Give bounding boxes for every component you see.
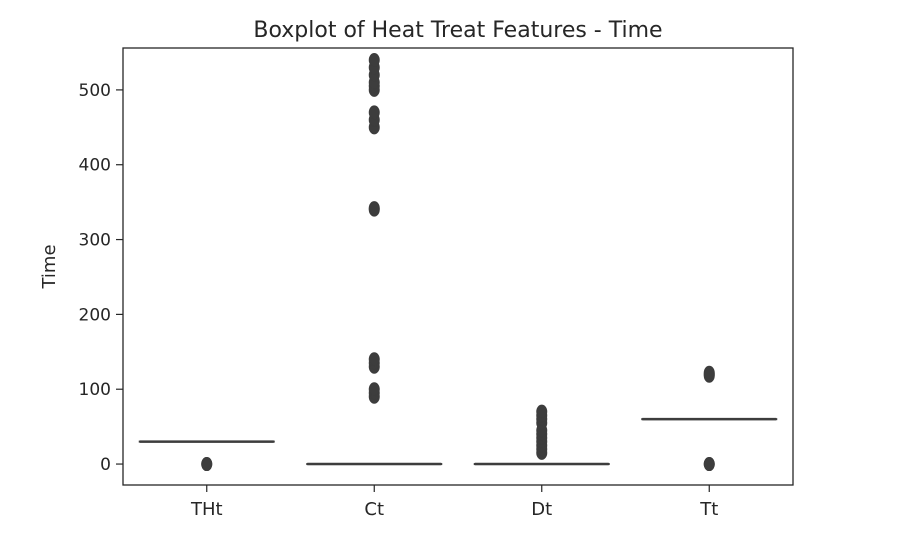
chart-title: Boxplot of Heat Treat Features - Time xyxy=(253,18,662,43)
x-axis: THt Ct Dt Tt xyxy=(190,485,718,520)
box-tht xyxy=(140,442,274,471)
box-ct xyxy=(307,53,441,464)
outlier-point xyxy=(369,106,379,119)
y-tick-label: 200 xyxy=(79,305,111,325)
x-tick-label-tt: Tt xyxy=(699,499,718,520)
outlier-point xyxy=(704,366,714,379)
x-tick-label-tht: THt xyxy=(190,499,223,520)
outlier-point xyxy=(537,405,547,418)
y-tick-label: 100 xyxy=(79,380,111,400)
outlier-point xyxy=(369,383,379,396)
outlier-point xyxy=(704,458,714,471)
y-axis-label: Time xyxy=(39,244,60,289)
outlier-point xyxy=(369,202,379,215)
x-tick-label-ct: Ct xyxy=(364,499,384,520)
x-tick-label-dt: Dt xyxy=(531,499,552,520)
chart-marks xyxy=(140,53,777,470)
y-tick-label: 400 xyxy=(79,156,111,176)
y-tick-label: 0 xyxy=(100,455,111,475)
outlier-point xyxy=(369,353,379,366)
box-dt xyxy=(475,405,609,464)
y-axis: 0 100 200 300 400 500 xyxy=(79,81,123,475)
y-tick-label: 500 xyxy=(79,81,111,101)
outlier-point xyxy=(202,458,212,471)
outlier-point xyxy=(369,53,379,66)
box-tt xyxy=(642,366,776,470)
y-tick-label: 300 xyxy=(79,231,111,251)
